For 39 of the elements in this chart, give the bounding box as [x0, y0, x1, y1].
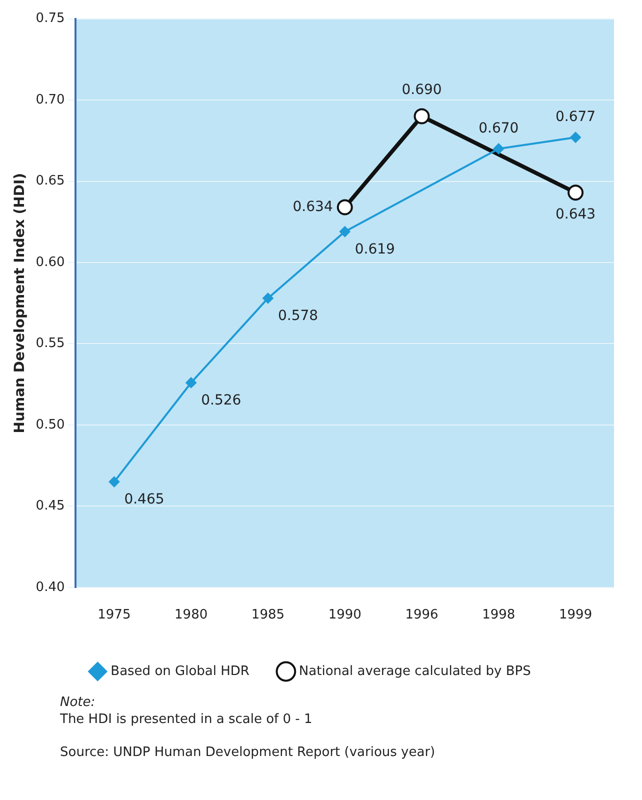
point	[570, 132, 582, 143]
point	[262, 292, 274, 304]
point	[568, 184, 584, 201]
y-tick-label: 0.50	[36, 417, 65, 432]
point	[336, 199, 353, 216]
data-label: 0.619	[354, 241, 395, 258]
y-tick-label: 0.70	[36, 92, 65, 108]
x-tick-label: 1985	[251, 608, 285, 623]
x-tick-label: 1999	[559, 608, 592, 623]
y-tick-label: 0.60	[36, 254, 65, 270]
point	[339, 226, 350, 238]
data-label: 0.643	[556, 206, 596, 222]
data-label: 0.465	[124, 491, 164, 508]
y-axis-title: Human Development Index (HDI)	[12, 172, 28, 434]
legend-label: National average calculated by BPS	[298, 664, 531, 679]
point	[493, 143, 504, 154]
source-note: Source: UNDP Human Development Report (various year)	[60, 744, 436, 761]
data-label: 0.670	[478, 120, 519, 136]
data-label: 0.677	[556, 109, 596, 126]
y-tick-label: 0.75	[36, 11, 65, 26]
y-tick-label: 0.45	[36, 498, 65, 514]
x-tick-label: 1998	[482, 608, 516, 623]
x-tick-label: 1990	[328, 608, 362, 623]
x-tick-label: 1975	[98, 608, 131, 623]
point	[414, 108, 430, 124]
x-tick-label: 1996	[405, 608, 438, 623]
data-label: 0.578	[278, 308, 318, 324]
y-tick-label: 0.40	[36, 580, 65, 595]
y-tick-label: 0.65	[36, 174, 65, 189]
text: Note:	[60, 694, 96, 711]
y-tick-label: 0.55	[36, 336, 65, 352]
point	[108, 476, 120, 488]
data-label: 0.526	[201, 392, 242, 408]
point	[186, 377, 197, 388]
data-label: 0.690	[402, 82, 442, 98]
data-label: 0.634	[292, 198, 333, 215]
text: The HDI is presented in a scale of 0 - 1	[60, 711, 314, 728]
legend-label: Based on Global HDR	[110, 664, 250, 679]
x-tick-label: 1980	[174, 608, 208, 623]
